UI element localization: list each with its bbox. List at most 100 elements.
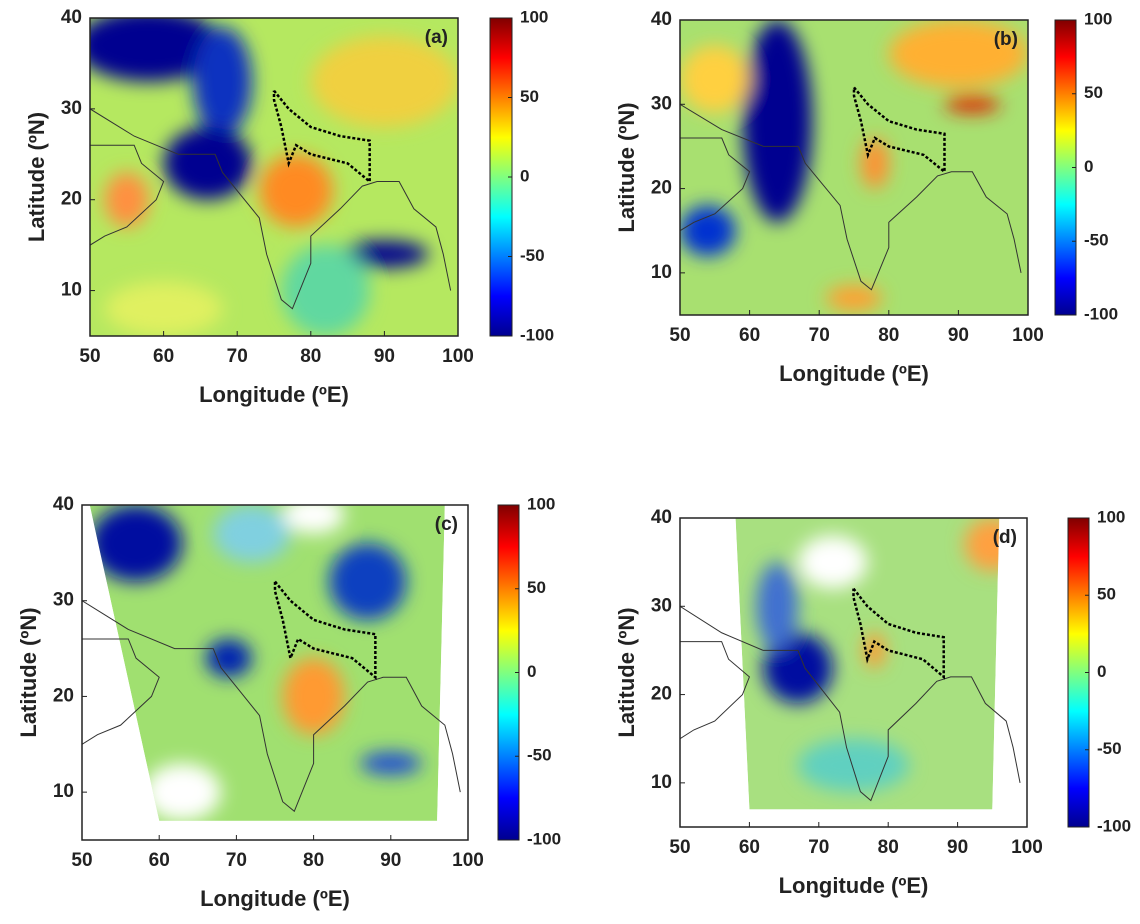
x-tick-label: 70	[226, 850, 247, 871]
colorbar-tick-label: 50	[1097, 585, 1116, 604]
field-blob	[193, 27, 252, 137]
x-tick-label: 90	[947, 837, 968, 858]
field-blob	[944, 95, 1001, 113]
x-tick-label: 100	[442, 346, 474, 367]
y-tick-label: 10	[651, 262, 672, 283]
map-field	[90, 18, 458, 336]
field-blob	[205, 639, 252, 678]
y-tick-label: 30	[53, 590, 74, 611]
plot-frame	[679, 517, 1028, 828]
colorbar-tick-label: 0	[527, 662, 536, 681]
coastline	[680, 641, 750, 740]
colorbar-tick-label: 100	[1084, 9, 1112, 28]
field-blob	[282, 658, 345, 735]
map-panel: (a) 50 60 70 80 90 100 10 20 30 40 Longitude (ºE) La…	[24, 7, 554, 407]
x-tick-label: 90	[380, 850, 401, 871]
field	[89, 505, 445, 821]
colorbar-tick-label: 50	[520, 87, 539, 106]
x-axis-label: Longitude (ºE)	[779, 873, 929, 898]
field-blob	[104, 172, 149, 227]
panel-label: (d)	[993, 527, 1017, 548]
x-tick-label: 80	[878, 325, 899, 346]
y-tick-label: 20	[651, 684, 672, 705]
coastline	[680, 137, 751, 232]
x-tick-label: 80	[878, 837, 899, 858]
x-tick-label: 60	[739, 325, 760, 346]
y-tick-label: 40	[61, 7, 82, 28]
map-panel: (c) 50 60 70 80 90 100 10 20 30 40 Longitude (ºE) La…	[16, 494, 561, 911]
x-tick-label: 50	[669, 837, 690, 858]
x-tick-label: 80	[303, 850, 324, 871]
field	[90, 18, 458, 336]
y-axis-label: Latitude (ºN)	[614, 102, 639, 232]
x-tick-label: 90	[374, 346, 395, 367]
colorbar-tick-label: -50	[520, 246, 545, 265]
colorbar-tick-label: -100	[527, 829, 561, 848]
coastline	[82, 600, 461, 813]
field-blob	[797, 535, 868, 589]
plot-frame	[89, 17, 459, 337]
colorbar-tick-label: 50	[527, 578, 546, 597]
field-blob	[281, 245, 370, 336]
y-tick-label: 10	[651, 772, 672, 793]
x-tick-label: 50	[669, 325, 690, 346]
colorbar-tick-label: -100	[1084, 304, 1118, 323]
colorbar-tick-label: 100	[527, 494, 555, 513]
igp-boundary	[852, 587, 945, 680]
igp-boundary	[272, 89, 371, 185]
colorbar-tick-label: 100	[1097, 507, 1125, 526]
field-blob	[826, 285, 882, 311]
y-tick-label: 40	[651, 9, 672, 30]
plot-frame	[679, 19, 1029, 316]
field-blob	[340, 240, 429, 268]
coastline	[90, 108, 452, 310]
field-blob	[888, 20, 1028, 88]
y-axis-label: Latitude (ºN)	[16, 607, 41, 737]
map-panel: (d) 50 60 70 80 90 100 10 20 30 40 Longitude (ºE) La…	[614, 507, 1131, 898]
x-tick-label: 70	[808, 837, 829, 858]
panel-label: (a)	[425, 27, 448, 48]
field-blob	[104, 281, 223, 336]
y-tick-label: 30	[61, 98, 82, 119]
y-tick-label: 30	[651, 595, 672, 616]
panel-label: (c)	[435, 514, 458, 535]
field-blob	[680, 45, 750, 113]
blobs	[89, 505, 422, 821]
panel-label: (b)	[994, 29, 1018, 50]
x-tick-label: 100	[1011, 837, 1043, 858]
coastline	[680, 103, 1022, 291]
colorbar-tick-label: 0	[520, 166, 529, 185]
colorbar-tick-label: -50	[1097, 739, 1122, 758]
map-field	[82, 505, 468, 840]
field-blob	[259, 154, 333, 227]
y-tick-label: 20	[61, 189, 82, 210]
map-field	[680, 20, 1028, 315]
field	[680, 20, 1028, 311]
field-blob	[213, 505, 291, 563]
x-tick-label: 90	[948, 325, 969, 346]
field-blob	[90, 18, 223, 82]
x-tick-label: 70	[809, 325, 830, 346]
colorbar-tick-label: -50	[527, 746, 552, 765]
colorbar-tick-label: -50	[1084, 231, 1109, 250]
field-blob	[143, 763, 221, 821]
plot-frame	[81, 504, 469, 841]
y-tick-label: 40	[53, 494, 74, 515]
field-blob	[742, 20, 813, 223]
blobs	[90, 18, 458, 336]
field-blob	[964, 518, 1000, 571]
x-tick-label: 100	[1012, 325, 1044, 346]
colorbar-tick-label: 100	[520, 7, 548, 26]
field-blob	[282, 505, 345, 534]
colorbar-tick-label: -100	[520, 325, 554, 344]
field-blob	[680, 205, 736, 256]
x-axis-label: Longitude (ºE)	[200, 886, 350, 911]
x-axis-label: Longitude (ºE)	[199, 382, 349, 407]
igp-boundary	[273, 580, 377, 680]
y-tick-label: 20	[53, 685, 74, 706]
field	[735, 518, 1000, 810]
x-tick-label: 60	[153, 346, 174, 367]
y-tick-label: 10	[61, 280, 82, 301]
x-tick-label: 60	[149, 850, 170, 871]
